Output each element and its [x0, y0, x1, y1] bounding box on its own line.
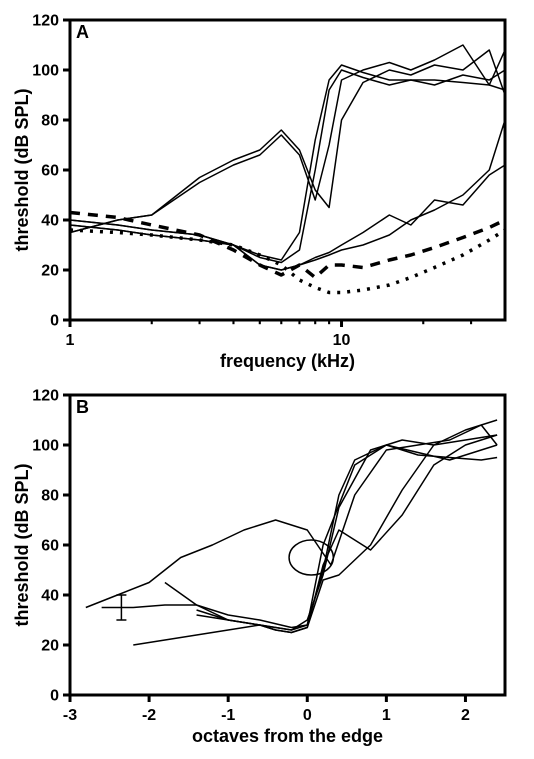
series-line	[70, 70, 505, 263]
svg-text:0: 0	[303, 707, 312, 724]
panel-tag: A	[76, 22, 89, 42]
x-axis-label: frequency (kHz)	[220, 351, 355, 371]
svg-text:100: 100	[32, 63, 59, 80]
svg-text:-1: -1	[221, 707, 235, 724]
svg-text:0: 0	[50, 313, 59, 330]
svg-text:60: 60	[41, 163, 59, 180]
svg-text:120: 120	[32, 13, 59, 30]
svg-text:120: 120	[32, 388, 59, 405]
svg-text:100: 100	[32, 438, 59, 455]
panel-tag: B	[76, 397, 89, 417]
svg-text:-2: -2	[142, 707, 156, 724]
svg-text:-3: -3	[63, 707, 77, 724]
series-line	[86, 425, 497, 608]
series-line	[197, 420, 498, 633]
x-axis-label: octaves from the edge	[192, 726, 383, 746]
svg-text:20: 20	[41, 638, 59, 655]
panel-b: 0 20 40 60 80 100 120 -3 -2 -1 0 1 2 threshold (dB SP…	[10, 380, 510, 750]
svg-text:80: 80	[41, 113, 59, 130]
figure: 020406080100120110threshold (dB SPL)freq…	[0, 0, 534, 759]
series-line	[70, 45, 505, 233]
series-line	[197, 435, 498, 633]
series-line	[165, 445, 497, 630]
svg-text:0: 0	[50, 688, 59, 705]
svg-text:40: 40	[41, 213, 59, 230]
series-line	[102, 445, 497, 628]
svg-text:1: 1	[66, 332, 75, 349]
svg-text:20: 20	[41, 263, 59, 280]
svg-text:10: 10	[333, 332, 351, 349]
y-axis-label: threshold (dB SPL)	[12, 464, 32, 627]
svg-text:80: 80	[41, 488, 59, 505]
series-line	[70, 230, 505, 293]
y-axis-label: threshold (dB SPL)	[12, 89, 32, 252]
svg-text:2: 2	[461, 707, 470, 724]
svg-text:40: 40	[41, 588, 59, 605]
svg-text:1: 1	[382, 707, 391, 724]
svg-text:60: 60	[41, 538, 59, 555]
series-line	[70, 65, 505, 260]
panel-a: 0 20 40 60 80 100 120 1 10 threshold (dB SPL) freq…	[10, 5, 510, 375]
